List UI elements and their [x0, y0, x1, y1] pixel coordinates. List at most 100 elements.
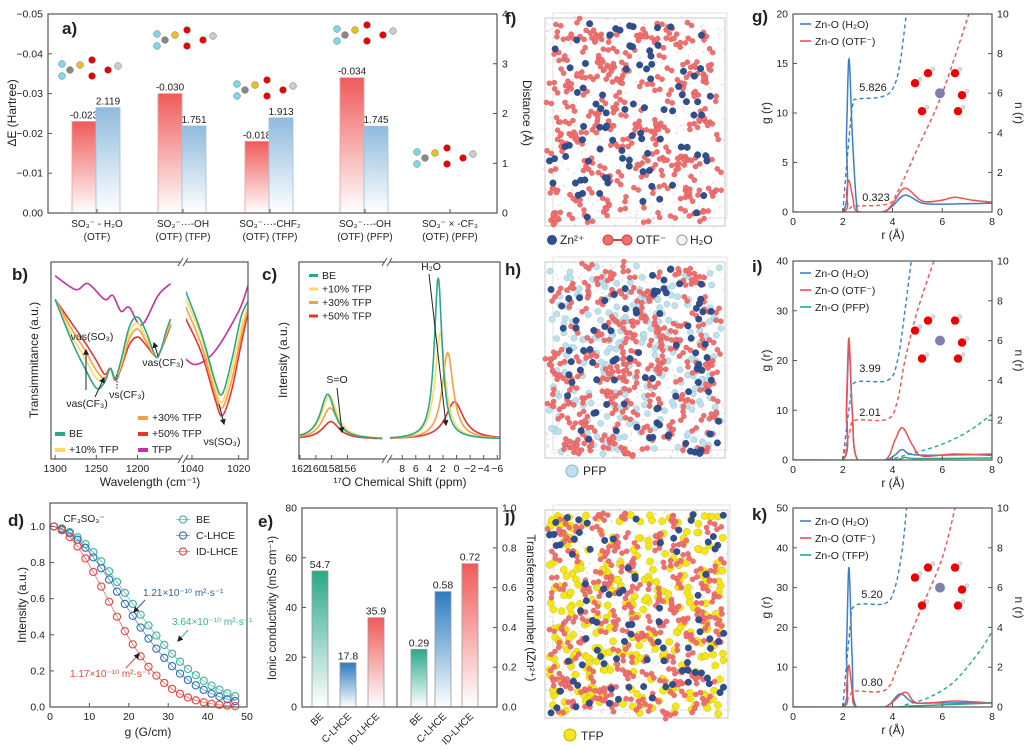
- water-molecule: [587, 378, 590, 381]
- water-molecule: [713, 210, 716, 213]
- zn-ion: [562, 153, 570, 160]
- zn-ion: [649, 271, 656, 279]
- otf-atom: [677, 44, 683, 50]
- d-y-axis-tick-label: 0.4: [30, 629, 45, 641]
- k-right-axis-tick-label: 0: [997, 702, 1003, 714]
- otf-atom: [685, 188, 692, 195]
- axis-break: [181, 260, 186, 461]
- otf-atom: [598, 274, 605, 280]
- water-molecule: [575, 67, 579, 70]
- otf-atom: [690, 650, 696, 656]
- zn-ion: [689, 511, 697, 519]
- water-molecule: [717, 552, 721, 554]
- break-mark: [386, 454, 393, 464]
- molecule-atom: [233, 92, 241, 100]
- otf-atom: [682, 267, 689, 274]
- otf-atom: [605, 47, 611, 53]
- otf-atom: [702, 583, 709, 590]
- water-molecule: [722, 175, 725, 177]
- otf-atom: [633, 633, 640, 639]
- molecule-atom: [199, 36, 207, 44]
- oxygen-atom: [957, 91, 967, 100]
- zn-ion: [640, 683, 648, 691]
- water-molecule: [619, 42, 622, 46]
- otf-atom: [566, 524, 572, 531]
- oxygen-atom: [923, 69, 933, 78]
- i-right-axis-tick-label: 6: [997, 335, 1003, 347]
- water-molecule: [634, 216, 636, 218]
- otf-atom: [626, 274, 633, 281]
- zn-ion: [687, 334, 695, 342]
- water-molecule: [653, 29, 655, 32]
- pfp-molecule: [599, 450, 607, 458]
- otf-atom: [588, 338, 594, 344]
- otf-atom: [615, 647, 621, 654]
- water-molecule: [654, 513, 658, 516]
- water-molecule: [684, 89, 688, 92]
- water-molecule: [702, 51, 704, 53]
- otf-atom: [639, 669, 646, 675]
- water-molecule: [578, 621, 581, 624]
- panel-label-i: i): [752, 257, 762, 276]
- otf-atom: [572, 614, 578, 620]
- otf-atom: [607, 273, 614, 280]
- zn-ion: [657, 539, 664, 547]
- c-x-axis-tick-label: −4: [478, 463, 490, 475]
- otf-atom: [666, 91, 672, 98]
- water-molecule: [573, 125, 576, 127]
- tfp-molecule: [715, 675, 724, 684]
- zn-ion: [707, 307, 715, 315]
- otf-atom: [599, 532, 605, 538]
- g-right-axis-tick-label: 8: [997, 48, 1003, 60]
- zn-ion: [667, 23, 675, 31]
- otf-atom: [548, 362, 555, 369]
- zn-ion: [694, 151, 702, 159]
- otf-atom: [647, 427, 653, 434]
- otf-atom: [597, 63, 604, 70]
- conductivity-label: 17.8: [338, 651, 359, 663]
- k-x-axis-tick-label: 8: [989, 711, 995, 723]
- tfp-molecule: [651, 645, 660, 653]
- water-molecule: [700, 24, 704, 28]
- water-molecule: [570, 329, 573, 333]
- otf-atom: [596, 512, 602, 518]
- g-x-axis-tick-label: 4: [890, 216, 896, 228]
- oxygen-atom: [950, 563, 960, 572]
- otf-atom: [695, 192, 701, 198]
- data-point-ID-LHCE: [175, 689, 185, 698]
- category-label: SO₃⁻ - H₂O: [71, 219, 123, 230]
- otf-atom: [645, 294, 651, 301]
- otf-atom: [557, 372, 563, 378]
- otf-atom: [652, 384, 658, 390]
- zn-ion: [667, 265, 675, 273]
- zn-ion: [672, 341, 680, 349]
- otf-atom: [551, 51, 557, 57]
- otf-atom: [663, 335, 670, 342]
- k-left-axis-tick-label: 50: [776, 503, 788, 515]
- otf-atom: [681, 692, 688, 699]
- legend-label: TFP: [152, 444, 172, 456]
- zn-ion: [610, 376, 618, 384]
- data-point-C-LHCE: [167, 662, 177, 671]
- otf-atom: [557, 209, 563, 216]
- otf-atom: [559, 148, 565, 155]
- water-molecule: [567, 167, 570, 171]
- water-molecule: [686, 207, 689, 210]
- otf-atom: [637, 31, 644, 38]
- water-molecule: [636, 628, 639, 631]
- water-molecule: [643, 280, 647, 284]
- water-molecule: [566, 99, 570, 103]
- water-molecule: [601, 708, 604, 712]
- water-molecule: [699, 170, 702, 175]
- otf-atom: [633, 614, 640, 621]
- zn-ion: [552, 518, 560, 526]
- otf-atom: [634, 412, 641, 418]
- distance-bar: [363, 125, 389, 214]
- otf-atom: [632, 121, 638, 127]
- k-annotation: 5.20: [861, 589, 882, 601]
- otf-atom: [713, 131, 720, 138]
- otf-atom: [619, 627, 626, 634]
- water-molecule: [601, 386, 604, 389]
- zn-ion: [609, 136, 617, 144]
